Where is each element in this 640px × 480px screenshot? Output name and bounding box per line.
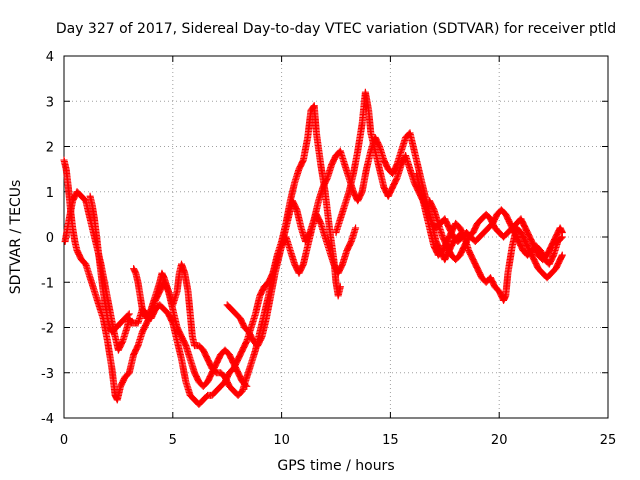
series-track-b: [61, 188, 360, 408]
y-tick-label: 1: [46, 186, 54, 201]
series-track-h: [86, 192, 133, 336]
x-tick-label: 20: [491, 433, 508, 448]
axis-ticks: 0 5 10 15 20 25 -4 -3 -2 -1 0 1 2 3 4: [41, 50, 616, 448]
series-track-f: [426, 197, 566, 264]
y-tick-label: -3: [41, 367, 54, 382]
y-tick-label: 4: [46, 50, 54, 65]
x-tick-label: 5: [169, 433, 177, 448]
series-track-g: [130, 265, 251, 390]
chart-title: Day 327 of 2017, Sidereal Day-to-day VTE…: [56, 21, 616, 37]
series-track-c: [223, 129, 466, 350]
data-point: [243, 382, 251, 390]
data-point: [242, 381, 250, 389]
data-point: [352, 224, 360, 232]
x-axis-label: GPS time / hours: [277, 458, 394, 474]
y-tick-label: 0: [46, 231, 54, 246]
data-point: [558, 251, 566, 259]
data-points: [60, 88, 566, 408]
series-track-e: [413, 170, 566, 304]
data-point: [336, 283, 344, 291]
x-tick-label: 15: [382, 433, 399, 448]
data-point: [558, 228, 566, 236]
x-tick-label: 10: [273, 433, 290, 448]
y-tick-label: 2: [46, 141, 54, 156]
y-axis-label: SDTVAR / TECUs: [8, 180, 24, 295]
data-point: [557, 234, 565, 242]
y-tick-label: -4: [41, 412, 54, 427]
data-point: [124, 311, 132, 319]
y-tick-label: -1: [41, 276, 54, 291]
y-tick-label: 3: [46, 95, 54, 110]
x-tick-label: 0: [60, 433, 68, 448]
data-point: [125, 310, 133, 318]
y-tick-label: -2: [41, 322, 54, 337]
series-track-a: [60, 102, 344, 404]
x-tick-label: 25: [600, 433, 617, 448]
